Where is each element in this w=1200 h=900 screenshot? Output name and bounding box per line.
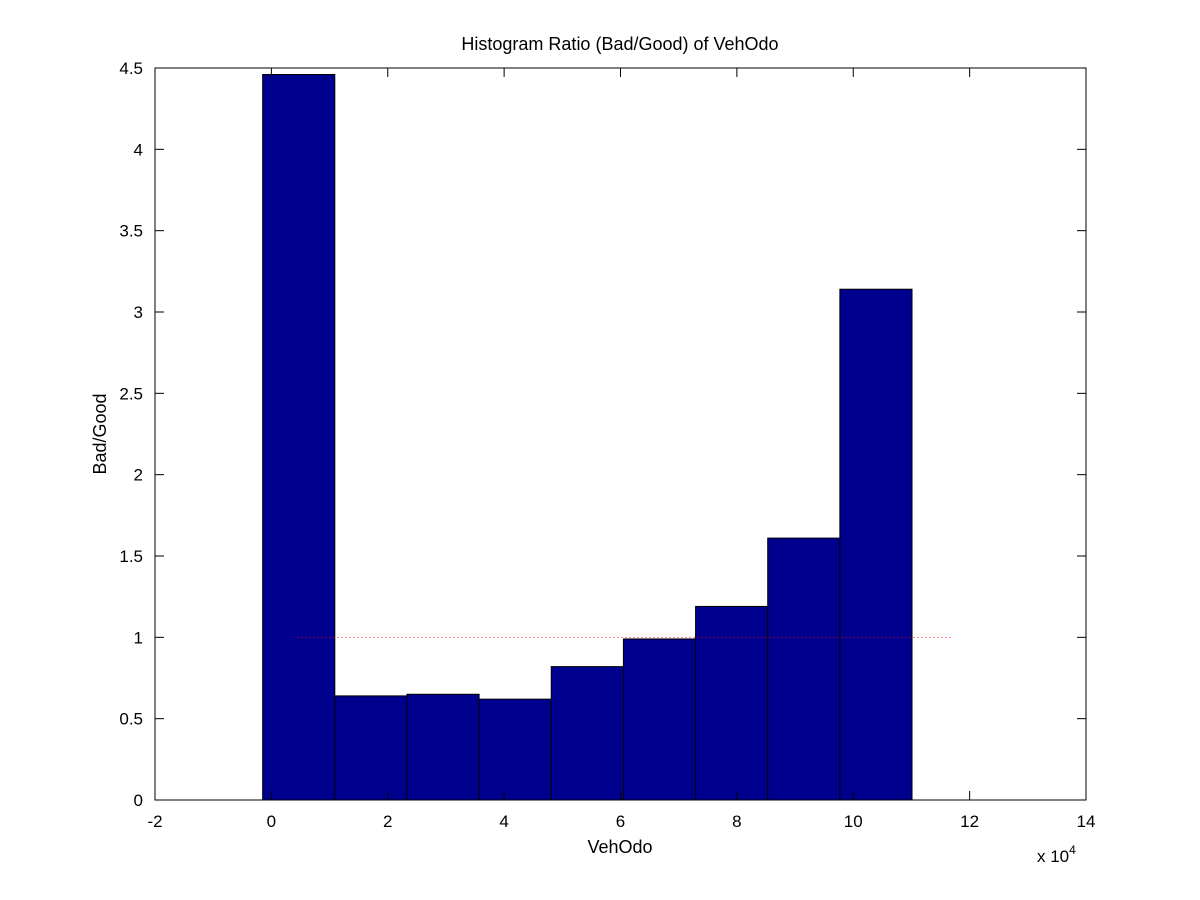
x-tick-label-8: 14 [1077, 812, 1096, 831]
x-scale-factor-base: x 10 [1037, 847, 1069, 866]
y-tick-label-5: 2.5 [119, 384, 143, 403]
x-scale-factor-exponent: 4 [1069, 843, 1076, 857]
bar-2 [406, 693, 480, 801]
y-tick-label-3: 1.5 [119, 547, 143, 566]
y-tick-label-8: 4 [134, 140, 143, 159]
bar-4 [550, 666, 624, 801]
y-axis-label: Bad/Good [90, 393, 110, 474]
x-tick-label-2: 2 [383, 812, 392, 831]
x-axis-label: VehOdo [587, 837, 652, 857]
x-ticks-group: -2 0 2 4 6 8 10 12 14 [147, 68, 1095, 831]
bar-1 [334, 695, 408, 801]
y-tick-label-7: 3.5 [119, 222, 143, 241]
chart-title: Histogram Ratio (Bad/Good) of VehOdo [461, 34, 778, 54]
x-tick-label-3: 4 [499, 812, 508, 831]
bar-3 [478, 698, 552, 801]
y-tick-label-2: 1 [134, 628, 143, 647]
bar-0 [262, 74, 336, 801]
x-tick-label-5: 8 [732, 812, 741, 831]
x-tick-label-7: 12 [960, 812, 979, 831]
x-tick-label-1: 0 [267, 812, 276, 831]
bars-group [262, 74, 913, 801]
y-tick-label-9: 4.5 [119, 59, 143, 78]
y-tick-label-0: 0 [134, 791, 143, 810]
y-tick-label-6: 3 [134, 303, 143, 322]
y-tick-label-4: 2 [134, 466, 143, 485]
x-tick-label-6: 10 [844, 812, 863, 831]
x-scale-factor: x 104 [1037, 843, 1076, 866]
x-tick-label-0: -2 [147, 812, 162, 831]
bar-7 [767, 537, 841, 801]
y-tick-label-1: 0.5 [119, 710, 143, 729]
bar-8 [839, 288, 913, 801]
y-ticks-group: 0 0.5 1 1.5 2 2.5 3 3.5 4 4.5 [119, 59, 1086, 810]
x-tick-label-4: 6 [616, 812, 625, 831]
bar-6 [695, 605, 769, 801]
bar-5 [622, 638, 697, 801]
